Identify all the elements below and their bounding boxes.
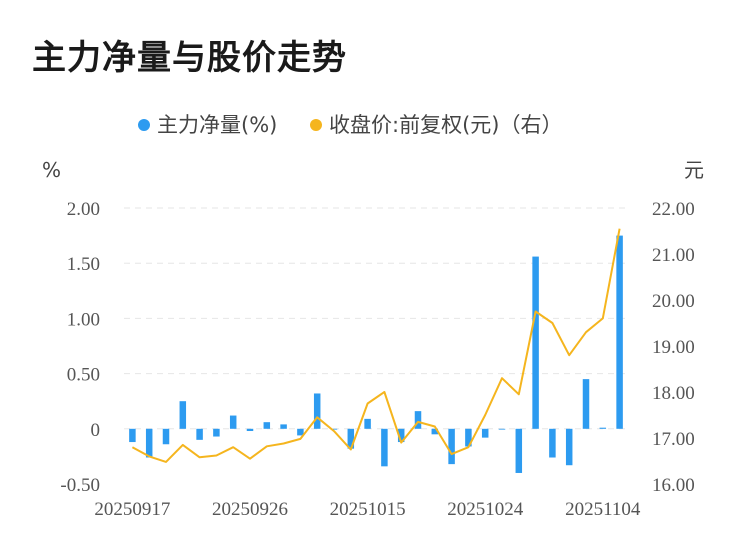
bar xyxy=(515,428,523,473)
bar xyxy=(448,428,455,465)
x-tick-label: 20250917 xyxy=(94,499,170,520)
bar xyxy=(599,427,607,429)
right-tick-label: 21.00 xyxy=(652,245,695,266)
bar xyxy=(179,401,187,429)
price-line xyxy=(131,228,621,463)
right-tick-label: 19.00 xyxy=(652,337,695,358)
x-tick-label: 20251024 xyxy=(447,499,524,520)
bar xyxy=(481,428,489,438)
x-tick-label: 20251104 xyxy=(565,499,641,520)
right-axis-unit: 元 xyxy=(684,158,704,182)
bar xyxy=(431,428,439,435)
bar xyxy=(129,428,136,443)
legend-dot-close-price xyxy=(310,119,322,131)
x-tick-label: 20251015 xyxy=(330,499,406,520)
right-tick-label: 16.00 xyxy=(652,475,695,496)
bar xyxy=(532,256,539,429)
right-axis-ticks: 22.00 21.00 20.00 19.00 18.00 17.00 16.00 xyxy=(652,199,695,496)
bar xyxy=(565,428,573,466)
line-series xyxy=(131,228,621,463)
legend-label-main-net: 主力净量(%) xyxy=(157,113,277,137)
bar xyxy=(364,418,371,429)
bar xyxy=(381,428,388,467)
bar xyxy=(465,428,472,447)
bar xyxy=(582,379,590,429)
bar xyxy=(549,428,556,458)
bar xyxy=(246,428,254,432)
bar xyxy=(297,428,304,436)
left-tick-label: 1.50 xyxy=(67,254,100,275)
left-tick-label: 2.00 xyxy=(67,199,100,220)
bar xyxy=(213,428,220,437)
bar xyxy=(397,428,405,443)
left-tick-label: 0.50 xyxy=(67,365,100,386)
left-axis-unit: % xyxy=(42,158,61,182)
right-tick-label: 20.00 xyxy=(652,291,695,312)
right-tick-label: 22.00 xyxy=(652,199,695,220)
x-tick-label: 20250926 xyxy=(212,499,288,520)
legend-label-close-price: 收盘价:前复权(元)（右） xyxy=(329,113,562,137)
bar xyxy=(498,428,506,430)
bar xyxy=(196,428,203,440)
bar xyxy=(330,428,338,430)
left-tick-label: -0.50 xyxy=(60,475,100,496)
gridlines xyxy=(124,207,628,430)
bar xyxy=(280,424,287,429)
left-tick-label: 0 xyxy=(91,420,101,441)
chart-title: 主力净量与股价走势 xyxy=(32,38,347,78)
bar xyxy=(145,428,153,458)
bar xyxy=(313,393,321,429)
left-axis-ticks: 2.00 1.50 1.00 0.50 0 -0.50 xyxy=(60,199,100,496)
legend-dot-main-net xyxy=(138,119,150,131)
left-tick-label: 1.00 xyxy=(67,309,100,330)
bar-series xyxy=(129,235,623,473)
bar xyxy=(347,428,355,449)
bar xyxy=(414,411,422,429)
x-axis-ticks: 20250917 20250926 20251015 20251024 20251104 xyxy=(94,499,641,520)
bar xyxy=(616,235,623,429)
bar xyxy=(263,422,271,429)
bar xyxy=(162,428,170,445)
bar xyxy=(229,415,237,429)
right-tick-label: 17.00 xyxy=(652,429,695,450)
right-tick-label: 18.00 xyxy=(652,383,695,404)
legend: 主力净量(%) 收盘价:前复权(元)（右） xyxy=(138,113,562,137)
